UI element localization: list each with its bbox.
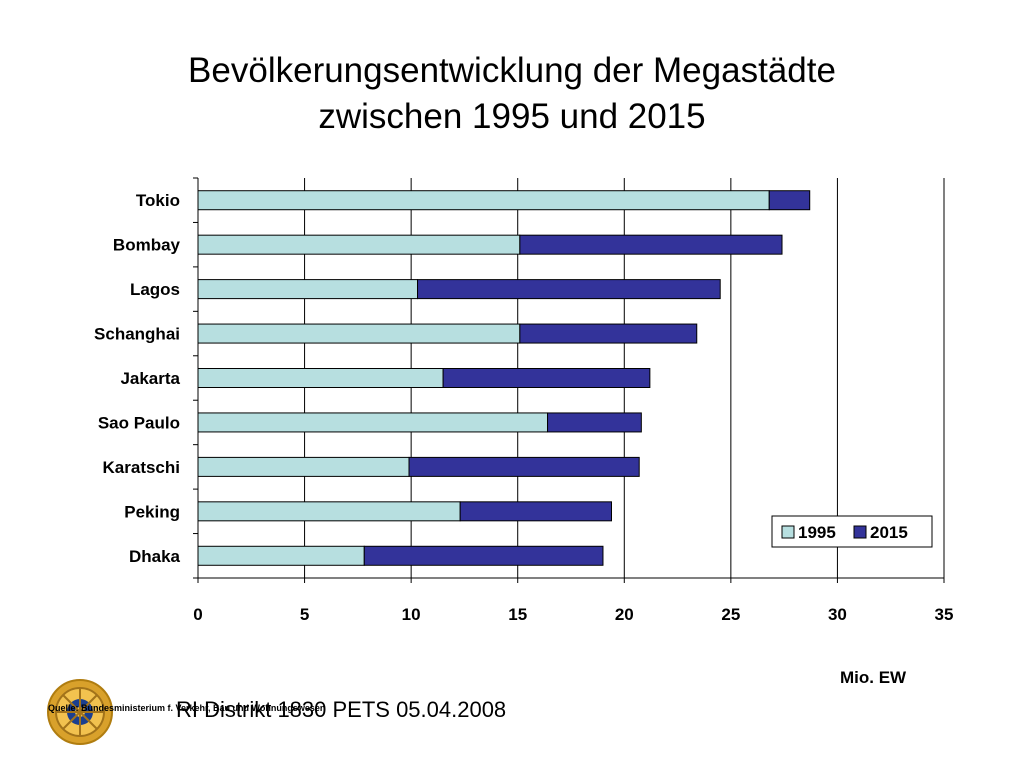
legend-label: 2015: [870, 523, 908, 542]
bar-2015: [363, 545, 604, 566]
legend-label: 1995: [798, 523, 836, 542]
bar-2015: [768, 190, 811, 211]
bar-2015: [519, 323, 698, 344]
legend-box: [771, 515, 933, 548]
x-axis-unit-label: Mio. EW: [840, 668, 907, 687]
bar-1995: [197, 501, 461, 522]
category-label: Schanghai: [94, 325, 180, 344]
bar-2015: [519, 234, 783, 255]
category-label: Bombay: [113, 236, 181, 255]
chart-title: Bevölkerungsentwicklung der Megastädte z…: [0, 48, 1024, 140]
bar-2015: [442, 368, 651, 388]
x-tick-label: 10: [402, 605, 421, 624]
bar-1995: [197, 412, 549, 433]
category-label: Karatschi: [103, 458, 180, 477]
title-line-1: Bevölkerungsentwicklung der Megastädte: [188, 51, 836, 90]
rotary-wheel-icon: [47, 679, 113, 745]
category-label: Sao Paulo: [98, 413, 180, 432]
legend-swatch: [853, 525, 867, 539]
x-tick-label: 15: [508, 605, 527, 624]
bar-2015: [459, 501, 612, 522]
bar-1995: [197, 545, 365, 566]
bar-1995: [197, 279, 419, 300]
bar-1995: [197, 323, 521, 344]
x-tick-label: 5: [300, 605, 309, 624]
x-tick-label: 20: [615, 605, 634, 624]
footer-text: RI Distrikt 1830 PETS 05.04.2008: [176, 697, 507, 722]
category-label: Jakarta: [120, 369, 180, 388]
bar-1995: [197, 234, 521, 255]
bar-2015: [547, 412, 642, 433]
bar-2015: [408, 456, 640, 477]
bar-1995: [197, 190, 770, 211]
bar-1995: [197, 456, 410, 477]
bar-2015: [417, 279, 721, 300]
category-label: Dhaka: [129, 547, 181, 566]
legend-swatch: [781, 525, 795, 539]
bar-1995: [197, 368, 444, 388]
x-tick-label: 0: [193, 605, 202, 624]
category-label: Tokio: [136, 191, 180, 210]
title-line-2: zwischen 1995 und 2015: [318, 97, 706, 136]
category-label: Lagos: [130, 280, 180, 299]
x-tick-label: 30: [828, 605, 847, 624]
x-tick-label: 25: [721, 605, 740, 624]
category-label: Peking: [124, 502, 180, 521]
x-tick-label: 35: [935, 605, 954, 624]
source-note: Quelle: Bundesministerium f. Verkehr, Ba…: [48, 703, 326, 713]
